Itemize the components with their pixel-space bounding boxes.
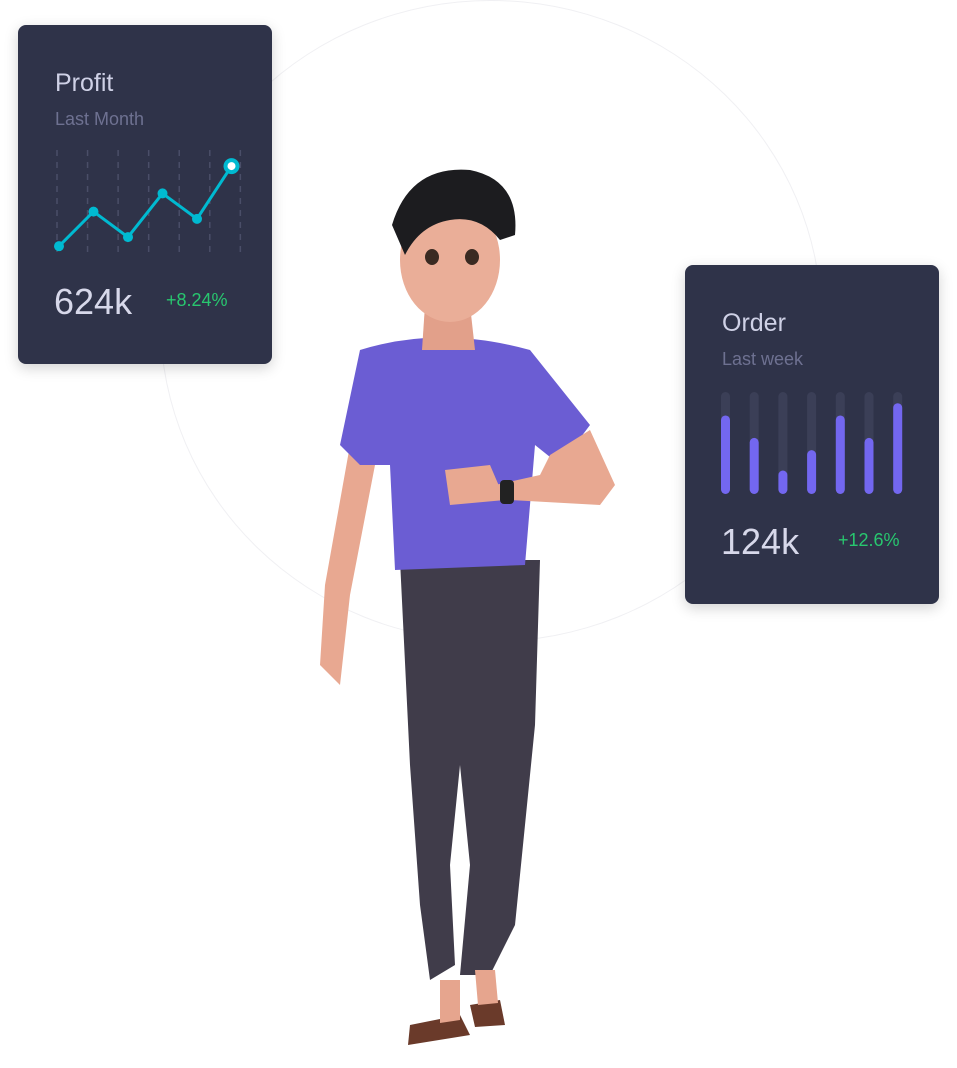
order-card: Order Last week 124k +12.6%	[685, 265, 939, 604]
data-point	[192, 213, 202, 224]
data-point	[54, 241, 64, 252]
profit-change: +8.24%	[166, 290, 228, 310]
profit-title: Profit	[55, 69, 114, 97]
character-illustration	[320, 169, 615, 1045]
bar	[893, 403, 903, 494]
data-point	[157, 188, 168, 199]
data-point	[88, 206, 99, 217]
profit-value: 624k	[54, 281, 133, 322]
order-title: Order	[722, 309, 786, 337]
order-subtitle: Last week	[722, 349, 804, 369]
bar	[749, 437, 759, 494]
order-bar-chart	[721, 392, 903, 494]
data-point	[123, 232, 133, 243]
profit-line-chart	[54, 150, 242, 255]
profit-subtitle: Last Month	[55, 109, 145, 129]
bar-track	[778, 392, 788, 494]
profit-card: Profit Last Month 624k +8.24%	[18, 25, 272, 364]
order-value: 124k	[721, 521, 800, 562]
bar	[864, 437, 874, 494]
bar	[721, 415, 730, 494]
bar	[835, 415, 845, 494]
order-change: +12.6%	[838, 530, 900, 550]
profit-line	[57, 165, 233, 248]
bar	[807, 450, 817, 494]
highlight-point-center	[227, 162, 236, 171]
bar	[778, 470, 788, 494]
